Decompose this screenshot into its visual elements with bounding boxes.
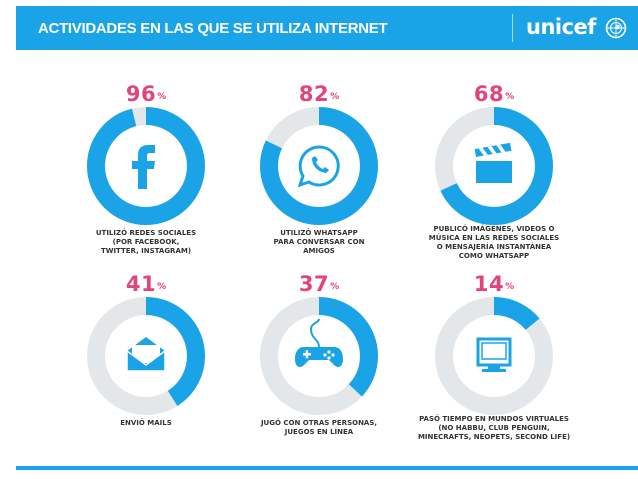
page-title: ACTIVIDADES EN LAS QUE SE UTILIZA INTERN… [38,20,388,37]
unicef-logo: unicef [512,6,638,50]
activity-card-media: 68% PUBLICÓ IMÁGENES, VIDEOS O MÚSICA EN… [404,82,584,272]
percent-value: 37% [298,272,340,296]
donut-arc [260,107,378,225]
percent-value: 41% [125,272,167,296]
donut-chart [87,107,205,225]
logo-divider [512,14,513,42]
whatsapp-icon [297,145,340,188]
donut-chart [260,297,378,415]
donut-arc [87,297,205,415]
donut-chart [435,297,553,415]
gamepad-icon [295,318,343,367]
computer-monitor-icon [476,337,512,372]
activity-caption: UTILIZÓ REDES SOCIALES (POR FACEBOOK, TW… [95,229,197,255]
donut-chart [87,297,205,415]
activity-card-email: 41% ENVIÓ MAILS [56,272,236,462]
donut-arc [435,297,553,415]
clapperboard-icon [474,142,512,183]
activity-caption: JUGÓ CON OTRAS PERSONAS, JUEGOS EN LÍNEA [260,419,378,436]
percent-value: 68% [473,82,515,106]
activity-card-virtual-worlds: 14% PASÓ TIEMPO EN MUNDOS VIRTUALES (NO … [404,272,584,462]
activity-caption: ENVIÓ MAILS [120,419,172,427]
percent-value: 14% [473,272,515,296]
donut-arc [435,107,553,225]
donut-arc [87,107,205,225]
percent-value: 96% [125,82,167,106]
logo-text: unicef [526,15,596,39]
activity-card-social: 96% UTILIZÓ REDES SOCIALES (POR FACEBOOK… [56,82,236,272]
donut-chart [435,107,553,225]
donut-arc [260,297,378,415]
footer-divider [16,466,638,470]
activity-caption: PUBLICÓ IMÁGENES, VIDEOS O MÚSICA EN LAS… [428,225,560,260]
activity-card-whatsapp: 82% UTILIZÓ WHATSAPP PARA CONVERSAR CON … [229,82,409,272]
activity-caption: UTILIZÓ WHATSAPP PARA CONVERSAR CON AMIG… [273,229,365,255]
facebook-icon [132,145,155,189]
envelope-icon [126,337,166,372]
donut-chart [260,107,378,225]
header-bar: ACTIVIDADES EN LAS QUE SE UTILIZA INTERN… [16,6,638,50]
percent-value: 82% [298,82,340,106]
activity-caption: PASÓ TIEMPO EN MUNDOS VIRTUALES (NO HABB… [417,415,571,441]
activity-card-games: 37% JUGÓ CON OTRAS PERSONAS, JUEGOS EN L… [229,272,409,462]
unicef-emblem-icon [605,17,627,39]
